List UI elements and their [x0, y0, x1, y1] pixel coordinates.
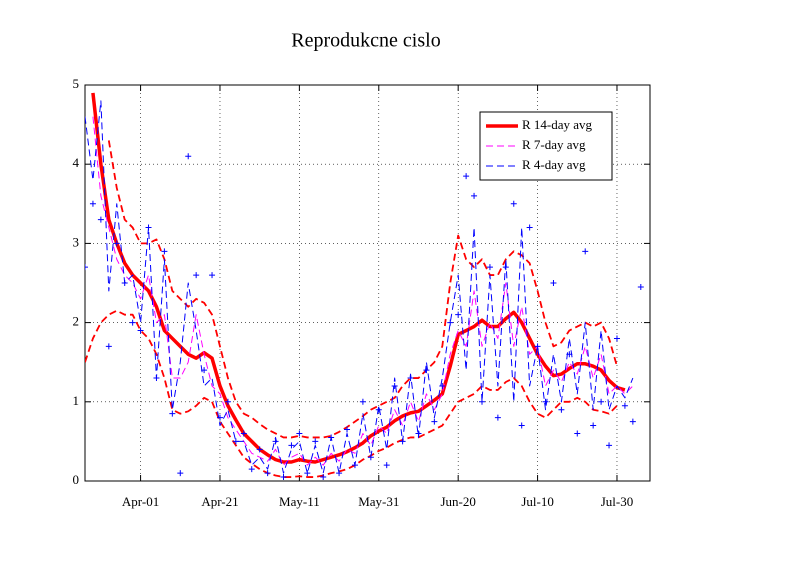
x-tick-label: Apr-21 — [201, 494, 238, 509]
data-point — [613, 335, 620, 342]
data-point — [201, 367, 208, 374]
data-point — [97, 216, 104, 223]
data-point — [566, 351, 573, 358]
data-point — [177, 470, 184, 477]
data-point — [479, 398, 485, 405]
data-point — [558, 406, 565, 413]
data-point — [590, 422, 597, 429]
data-point — [248, 466, 255, 473]
data-point — [494, 414, 501, 421]
data-point — [153, 375, 160, 382]
data-point — [582, 248, 589, 255]
data-point — [574, 430, 581, 437]
data-point — [161, 248, 168, 255]
data-point — [264, 470, 271, 477]
data-point — [256, 446, 263, 453]
data-point — [518, 422, 525, 429]
data-point — [272, 438, 279, 445]
data-point — [598, 398, 605, 405]
data-point — [486, 264, 493, 271]
data-point — [224, 398, 231, 405]
data-point — [113, 240, 120, 247]
x-tick-label: May-31 — [358, 494, 399, 509]
data-point — [629, 418, 636, 425]
data-point — [606, 442, 613, 449]
data-point — [280, 474, 287, 481]
data-point — [423, 367, 430, 374]
data-point — [550, 280, 557, 286]
legend-label: R 7-day avg — [522, 137, 586, 152]
x-tick-label: Jul-30 — [601, 494, 634, 509]
data-point — [391, 382, 398, 389]
data-point — [431, 418, 438, 425]
y-tick-label: 3 — [73, 234, 80, 249]
data-point — [304, 470, 311, 477]
data-point — [399, 438, 406, 445]
data-point — [383, 462, 390, 469]
chart-title: Reprodukcne cislo — [291, 30, 440, 52]
data-point — [105, 343, 112, 350]
data-point — [320, 474, 327, 481]
data-point — [510, 200, 517, 207]
data-point — [328, 434, 335, 441]
data-point — [526, 224, 533, 231]
data-point — [542, 398, 549, 405]
data-point — [209, 272, 216, 279]
data-point — [439, 382, 446, 389]
data-point — [447, 319, 454, 326]
data-point — [336, 470, 343, 477]
x-tick-label: Jul-10 — [521, 494, 554, 509]
data-point — [216, 414, 223, 421]
data-point — [85, 264, 88, 271]
data-point — [185, 153, 192, 160]
data-point — [455, 311, 462, 318]
data-point — [232, 438, 239, 445]
data-point — [145, 224, 152, 231]
series-line — [85, 309, 618, 478]
plot-frame — [84, 84, 651, 482]
data-point — [344, 426, 351, 433]
data-point — [288, 442, 295, 449]
data-point — [351, 462, 358, 469]
data-point — [415, 430, 422, 437]
y-tick-label: 5 — [73, 76, 80, 91]
data-point — [129, 319, 136, 326]
y-tick-label: 2 — [73, 314, 80, 329]
x-tick-label: May-11 — [279, 494, 320, 509]
data-point — [312, 438, 319, 445]
data-point — [463, 173, 470, 180]
data-point — [89, 200, 96, 207]
data-point — [359, 398, 366, 405]
series-line — [107, 140, 618, 439]
series-line — [92, 116, 634, 466]
x-tick-label: Apr-01 — [122, 494, 159, 509]
data-point — [375, 406, 382, 413]
data-point — [193, 272, 200, 279]
data-point — [169, 410, 176, 417]
series-line — [85, 100, 634, 474]
data-point — [367, 454, 374, 461]
data-point — [534, 343, 541, 350]
data-point — [296, 430, 303, 437]
legend-label: R 4-day avg — [522, 157, 586, 172]
data-point — [407, 375, 414, 382]
data-point — [240, 430, 247, 437]
y-tick-label: 1 — [73, 393, 80, 408]
data-point — [137, 327, 144, 334]
data-point — [502, 264, 509, 271]
data-point — [121, 280, 128, 286]
legend-label: R 14-day avg — [522, 117, 593, 132]
data-point — [471, 192, 478, 199]
y-tick-label: 0 — [73, 472, 80, 487]
data-point — [637, 283, 644, 290]
data-point — [621, 402, 628, 409]
y-tick-label: 4 — [73, 155, 80, 170]
x-tick-label: Jun-20 — [440, 494, 475, 509]
